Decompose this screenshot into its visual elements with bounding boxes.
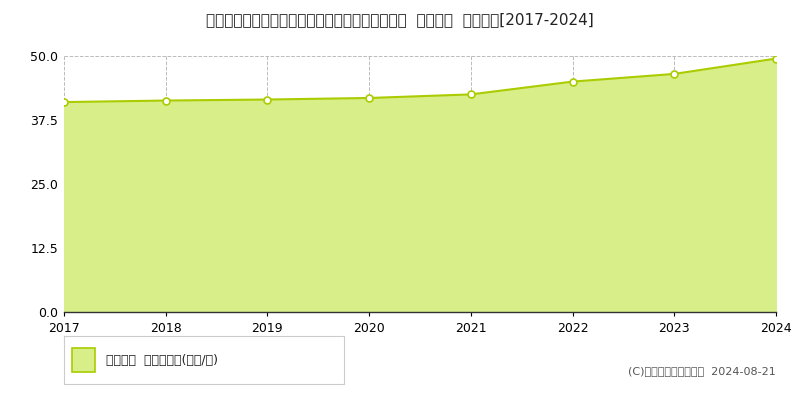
Point: [58, 99, 70, 105]
Point: [566, 78, 579, 85]
Point: [261, 96, 274, 103]
Point: [362, 95, 375, 101]
Point: [668, 71, 681, 77]
Text: (C)土地価格ドットコム  2024-08-21: (C)土地価格ドットコム 2024-08-21: [628, 366, 776, 376]
Point: [465, 91, 478, 98]
Text: 静岡県駿東郡長泉町中土狩字大原７２８番２１外  地価公示  地価推移[2017-2024]: 静岡県駿東郡長泉町中土狩字大原７２８番２１外 地価公示 地価推移[2017-20…: [206, 12, 594, 27]
Text: 地価公示  平均坪単価(万円/坪): 地価公示 平均坪単価(万円/坪): [106, 354, 218, 366]
Point: [159, 97, 172, 104]
Point: [770, 55, 782, 62]
FancyBboxPatch shape: [73, 348, 94, 372]
